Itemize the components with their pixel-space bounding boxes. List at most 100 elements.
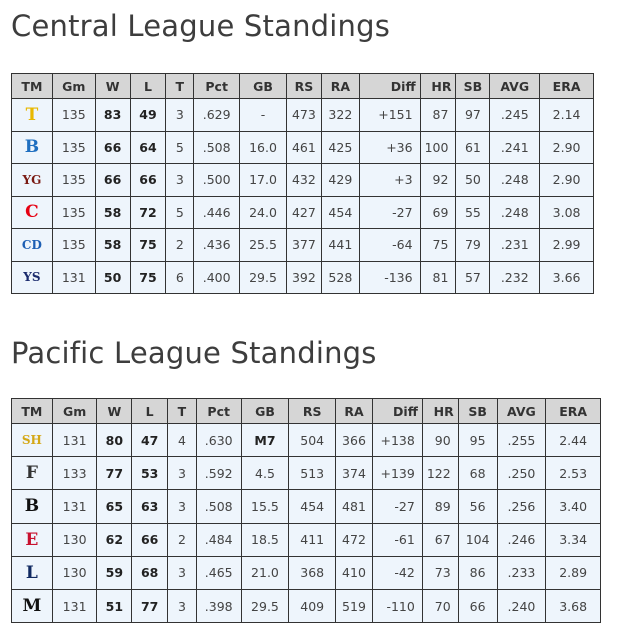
cell-sb: 66 [457, 588, 498, 624]
cell-avg: .250 [496, 456, 547, 491]
column-header-pct[interactable]: Pct [193, 73, 241, 99]
cell-hr: 90 [421, 422, 459, 458]
table-row: B 135 66 64 5.508 16.0 461 425 +36 100 61.241 2.90 [11, 130, 594, 164]
column-header-gm[interactable]: Gm [51, 398, 98, 424]
cell-w: 66 [94, 163, 131, 197]
column-header-l[interactable]: L [129, 73, 167, 99]
cell-sb: 61 [455, 130, 491, 164]
table-row: T 135 83 49 3.629-473 322 +151 87 97.245 2.14 [11, 98, 594, 132]
eagles-logo-icon[interactable]: E [25, 529, 39, 550]
column-header-sb[interactable]: SB [455, 73, 491, 99]
column-header-pct[interactable]: Pct [195, 398, 242, 424]
column-header-ra[interactable]: RA [335, 398, 373, 424]
column-header-w[interactable]: W [96, 398, 133, 424]
cell-hr: 87 [419, 98, 457, 132]
column-header-era[interactable]: ERA [545, 398, 601, 424]
cell-era: 3.34 [545, 522, 601, 557]
cell-diff: -64 [358, 228, 421, 262]
cell-w: 58 [94, 195, 131, 229]
cell-era: 3.68 [545, 588, 601, 624]
column-header-sb[interactable]: SB [457, 398, 498, 424]
cell-avg: .245 [489, 98, 541, 132]
cell-diff: +36 [358, 130, 421, 164]
column-header-rs[interactable]: RS [285, 73, 322, 99]
cell-sb: 79 [455, 228, 491, 262]
column-header-tm[interactable]: TM [11, 398, 53, 424]
column-header-gb[interactable]: GB [239, 73, 287, 99]
column-header-ra[interactable]: RA [320, 73, 360, 99]
cell-rs: 368 [288, 555, 337, 590]
cell-gm: 135 [51, 130, 96, 164]
cell-diff: -61 [371, 522, 423, 557]
hawks-logo-icon[interactable]: SH [21, 433, 42, 448]
cell-gm: 131 [51, 260, 96, 294]
column-header-gb[interactable]: GB [240, 398, 290, 424]
cell-gb: 4.5 [240, 456, 290, 491]
column-header-diff[interactable]: Diff [371, 398, 423, 424]
column-header-tm[interactable]: TM [11, 73, 53, 99]
column-header-t[interactable]: T [167, 398, 197, 424]
column-header-avg[interactable]: AVG [489, 73, 541, 99]
cell-avg: .246 [496, 522, 547, 557]
cell-pct: .500 [193, 163, 241, 197]
cell-era: 3.40 [545, 489, 601, 524]
marines-logo-icon[interactable]: M [22, 596, 42, 617]
cell-l: 72 [129, 195, 167, 229]
cell-gm: 135 [51, 163, 96, 197]
cell-pct: .629 [193, 98, 241, 132]
cell-t: 3 [167, 456, 197, 491]
cell-sb: 104 [457, 522, 498, 557]
cell-rs: 411 [288, 522, 337, 557]
cell-diff: -27 [358, 195, 421, 229]
cell-gb: 17.0 [239, 163, 287, 197]
swallows-logo-icon[interactable]: YS [23, 270, 41, 285]
cell-rs: 513 [288, 456, 337, 491]
team-cell: M [11, 588, 53, 624]
baystars-logo-icon[interactable]: B [24, 137, 40, 158]
cell-gm: 130 [51, 555, 98, 590]
cell-t: 3 [165, 163, 195, 197]
cell-gb: 16.0 [239, 130, 287, 164]
giants-logo-icon[interactable]: YG [22, 172, 42, 187]
column-header-hr[interactable]: HR [421, 398, 459, 424]
cell-diff: +151 [358, 98, 421, 132]
cell-rs: 454 [288, 489, 337, 524]
column-header-era[interactable]: ERA [539, 73, 594, 99]
cell-gb: 29.5 [239, 260, 287, 294]
cell-rs: 461 [285, 130, 322, 164]
column-header-hr[interactable]: HR [419, 73, 457, 99]
cell-l: 63 [131, 489, 169, 524]
dragons-logo-icon[interactable]: CD [21, 237, 42, 252]
cell-gm: 131 [51, 489, 98, 524]
cell-avg: .248 [489, 163, 541, 197]
cell-sb: 50 [455, 163, 491, 197]
column-header-rs[interactable]: RS [288, 398, 337, 424]
column-header-avg[interactable]: AVG [496, 398, 547, 424]
lions-logo-icon[interactable]: L [25, 562, 38, 583]
table-row: CD 135 58 75 2.436 25.5 377 441 -64 75 79.231 2.99 [11, 228, 594, 262]
table-row: C 135 58 72 5.446 24.0 427 454 -27 69 55.248 3.08 [11, 195, 594, 229]
cell-gb: 24.0 [239, 195, 287, 229]
buffaloes-logo-icon[interactable]: B [24, 496, 40, 517]
team-cell: E [11, 522, 53, 557]
cell-ra: 472 [335, 522, 373, 557]
cell-era: 2.90 [539, 130, 594, 164]
cell-w: 66 [94, 130, 131, 164]
cell-hr: 122 [421, 456, 459, 491]
cell-l: 75 [129, 260, 167, 294]
column-header-t[interactable]: T [165, 73, 195, 99]
cell-hr: 81 [419, 260, 457, 294]
header-row: TM Gm W L T Pct GB RS RA Diff HR SB AVG ERA [11, 73, 594, 99]
carp-logo-icon[interactable]: C [25, 202, 39, 223]
cell-hr: 67 [421, 522, 459, 557]
cell-sb: 57 [455, 260, 491, 294]
column-header-gm[interactable]: Gm [51, 73, 96, 99]
team-cell: T [11, 98, 53, 132]
team-cell: SH [11, 422, 53, 458]
column-header-l[interactable]: L [131, 398, 169, 424]
column-header-w[interactable]: W [94, 73, 131, 99]
fighters-logo-icon[interactable]: F [25, 463, 38, 484]
tigers-logo-icon[interactable]: T [25, 104, 39, 125]
cell-gm: 131 [51, 588, 98, 624]
column-header-diff[interactable]: Diff [358, 73, 421, 99]
